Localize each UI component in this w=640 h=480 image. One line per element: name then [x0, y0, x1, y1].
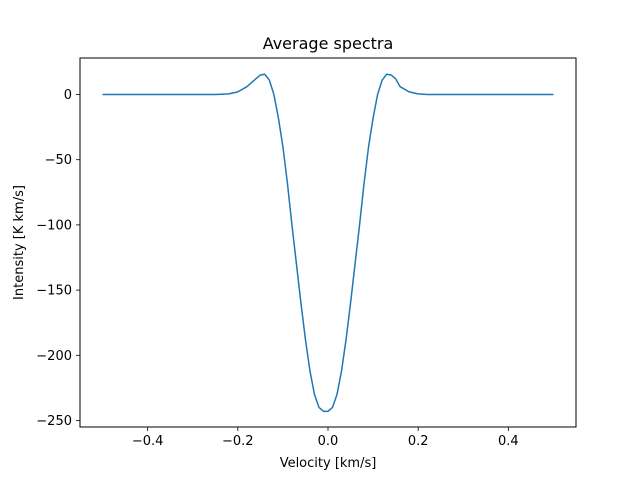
- y-tick-label: −150: [36, 284, 72, 299]
- x-tick-label: 0.0: [318, 434, 339, 449]
- y-tick-label: −200: [36, 349, 72, 364]
- x-axis-label: Velocity [km/s]: [280, 456, 377, 471]
- y-tick-label: −100: [36, 218, 72, 233]
- y-axis-label: Intensity [K km/s]: [12, 185, 27, 300]
- x-tick-label: 0.4: [498, 434, 519, 449]
- x-tick-label: −0.2: [222, 434, 254, 449]
- y-tick-label: 0: [64, 88, 72, 103]
- y-tick-label: −250: [36, 414, 72, 429]
- x-tick-label: 0.2: [408, 434, 429, 449]
- y-tick-label: −50: [45, 153, 72, 168]
- y-axis: 0 −50 −100 −150 −200 −250: [36, 88, 80, 429]
- x-axis: −0.4 −0.2 0.0 0.2 0.4: [132, 427, 519, 449]
- chart-title: Average spectra: [263, 34, 394, 53]
- x-tick-label: −0.4: [132, 434, 164, 449]
- plot-line-layer: [102, 73, 554, 413]
- plot-frame: [79, 57, 577, 428]
- spectrum-line: [102, 73, 554, 413]
